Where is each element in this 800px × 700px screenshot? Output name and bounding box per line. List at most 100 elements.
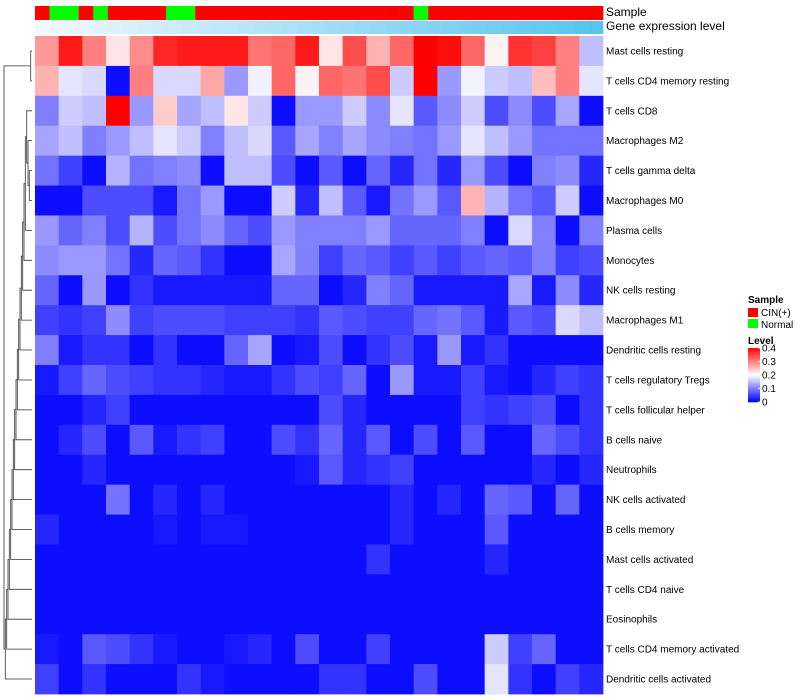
colorbar-segment	[748, 372, 760, 374]
heatmap-cell	[461, 305, 486, 336]
heatmap-cell	[200, 335, 225, 366]
row-label: B cells memory	[606, 525, 674, 536]
gene-expression-annotation-cell	[297, 21, 313, 34]
gene-expression-annotation-cell	[311, 21, 327, 34]
heatmap-cell	[82, 514, 107, 545]
heatmap-cell	[200, 275, 225, 306]
heatmap-cell	[437, 634, 462, 665]
heatmap-cell	[82, 245, 107, 276]
heatmap-cell	[532, 514, 557, 545]
sample-annotation-cell	[369, 6, 385, 20]
heatmap-cell	[295, 335, 320, 366]
heatmap-cell	[58, 125, 83, 157]
row-label: Dendritic cells activated	[606, 675, 711, 686]
heatmap-cell	[555, 574, 580, 605]
sample-annotation-cell	[544, 6, 560, 20]
heatmap-cell	[532, 95, 557, 127]
heatmap-cell	[390, 185, 415, 216]
heatmap-cell	[295, 185, 320, 216]
heatmap-cell	[271, 424, 296, 456]
gene-expression-annotation-cell	[588, 21, 604, 34]
heatmap-cell	[461, 454, 486, 486]
heatmap-cell	[413, 365, 438, 396]
heatmap-cell	[437, 275, 462, 306]
heatmap-cell	[295, 365, 320, 396]
colorbar-segment	[748, 380, 760, 383]
heatmap-cell	[461, 514, 486, 545]
heatmap-cell	[35, 305, 60, 336]
heatmap-cell	[579, 484, 604, 515]
heatmap-cell	[413, 424, 438, 456]
heatmap-cell	[532, 275, 557, 306]
heatmap-cell	[153, 185, 178, 216]
heatmap-cell	[248, 514, 273, 545]
gene-expression-annotation-cell	[238, 21, 254, 34]
heatmap-cell	[413, 604, 438, 635]
heatmap-cell	[342, 514, 367, 545]
sample-annotation-cell	[166, 6, 181, 20]
heatmap-cell	[82, 634, 107, 665]
heatmap-cell	[177, 484, 202, 515]
colorbar-segment	[748, 387, 760, 389]
row-label: T cells CD8	[606, 106, 658, 117]
gene-expression-annotation-cell	[78, 21, 94, 34]
heatmap-cell	[200, 604, 225, 635]
heatmap-cell	[390, 664, 415, 695]
heatmap-cell	[508, 185, 533, 216]
heatmap-cell	[390, 514, 415, 545]
heatmap-cell	[555, 544, 580, 575]
heatmap-cell	[106, 454, 131, 486]
heatmap-cell	[555, 484, 580, 515]
colorbar-segment	[748, 400, 760, 403]
heatmap-cell	[106, 65, 131, 97]
heatmap-cell	[271, 245, 296, 276]
colorbar-segment	[748, 379, 760, 381]
heatmap-cell	[224, 185, 249, 216]
heatmap-cell	[413, 514, 438, 545]
row-label: Plasma cells	[606, 226, 662, 237]
heatmap-cell	[248, 335, 273, 366]
row-label: Macrophages M0	[606, 196, 684, 207]
heatmap-cell	[461, 335, 486, 366]
heatmap-cell	[58, 394, 83, 426]
heatmap-cell	[82, 125, 107, 157]
heatmap-cell	[508, 65, 533, 97]
gene-expression-annotation-cell	[107, 21, 123, 34]
dendrogram-branch	[22, 221, 32, 291]
heatmap-cell	[413, 305, 438, 336]
row-label: T cells regulatory Tregs	[606, 376, 710, 387]
colorbar-segment	[748, 353, 760, 356]
gene-expression-annotation-cell	[49, 21, 65, 34]
heatmap-cell	[579, 604, 604, 635]
heatmap-cell	[342, 36, 367, 67]
heatmap-cell	[58, 604, 83, 635]
heatmap-cell	[106, 335, 131, 366]
heatmap-cell	[579, 215, 604, 246]
heatmap-cell	[248, 574, 273, 605]
heatmap-cell	[129, 544, 154, 575]
heatmap-cell	[295, 275, 320, 306]
heatmap-cell	[319, 544, 344, 575]
heatmap-cell	[484, 394, 509, 426]
heatmap-cell	[106, 424, 131, 456]
heatmap-cell	[342, 215, 367, 246]
heatmap-cell	[224, 125, 249, 157]
heatmap-cell	[484, 544, 509, 575]
heatmap-cell	[342, 155, 367, 186]
heatmap-cell	[532, 245, 557, 276]
heatmap-cell	[342, 634, 367, 665]
heatmap-cell	[461, 245, 486, 276]
colorbar-segment	[748, 361, 760, 364]
heatmap-cell	[35, 36, 60, 67]
heatmap-cell	[579, 574, 604, 605]
heatmap-cell	[484, 365, 509, 396]
dendrogram-branch	[18, 318, 32, 381]
sample-annotation-cell	[384, 6, 400, 20]
heatmap-cell	[484, 215, 509, 246]
row-label: Eosinophils	[606, 615, 657, 626]
gene-expression-annotation-cell	[530, 21, 546, 34]
heatmap-cell	[555, 275, 580, 306]
sample-annotation-cell	[49, 6, 65, 20]
heatmap-cell	[177, 365, 202, 396]
heatmap-cell	[555, 604, 580, 635]
